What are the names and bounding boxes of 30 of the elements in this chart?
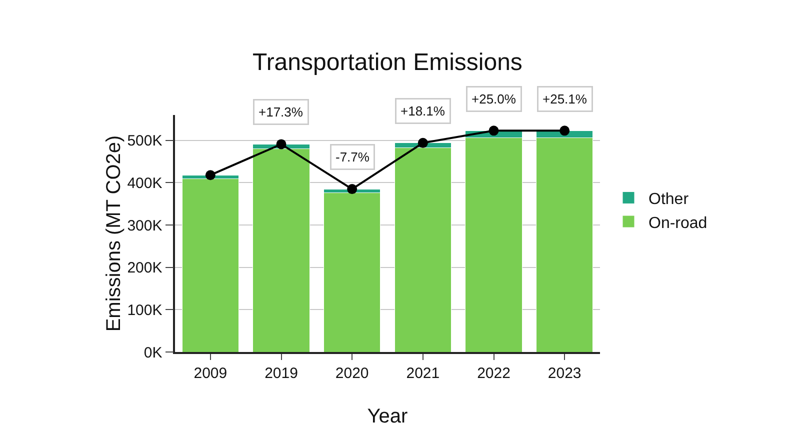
legend-label: Other	[648, 190, 690, 208]
y-tick-label: 400K	[127, 174, 162, 192]
x-tick-label: 2019	[264, 364, 298, 382]
y-axis-title: Emissions (MT CO2e)	[103, 135, 126, 332]
legend-label: On-road	[648, 214, 708, 232]
x-tick-label: 2022	[477, 364, 510, 382]
annotation: -7.7%	[336, 150, 370, 164]
annotation: +17.3%	[258, 104, 304, 120]
bar	[182, 178, 239, 352]
point	[560, 126, 570, 136]
x-tick-label: 2021	[406, 364, 440, 382]
point	[205, 170, 216, 180]
x-tick-label: 2009	[194, 364, 228, 382]
x-tick-label: 2020	[335, 364, 369, 382]
y-tick-label: 200K	[127, 260, 162, 277]
annotation: +18.1%	[400, 104, 446, 118]
point	[347, 184, 358, 194]
y-tick-label: 500K	[127, 132, 162, 150]
x-tick-label: 2023	[548, 364, 582, 382]
chart-title: Transportation Emissions	[252, 49, 522, 76]
y-tick-label: 100K	[127, 302, 162, 319]
point	[418, 138, 428, 148]
point	[488, 126, 499, 136]
annotation: +25.0%	[472, 92, 516, 106]
y-tick-label: 300K	[127, 217, 162, 234]
point	[276, 139, 286, 150]
x-axis-title: Year	[367, 406, 408, 428]
annotation: +25.1%	[542, 92, 588, 106]
y-tick-label: 0K	[144, 344, 162, 362]
bar	[324, 192, 381, 352]
